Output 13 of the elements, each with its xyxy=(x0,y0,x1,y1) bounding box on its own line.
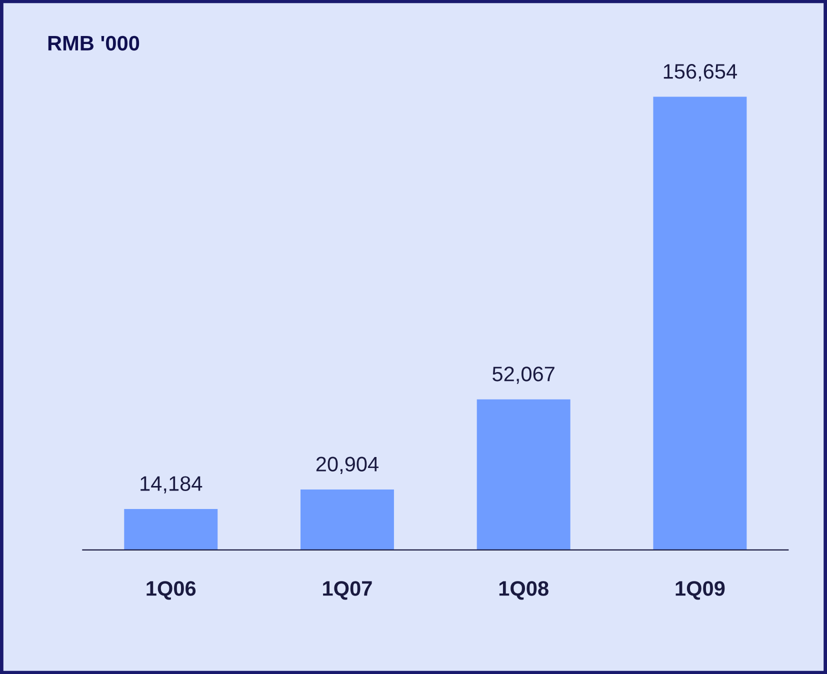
bar xyxy=(300,490,394,550)
data-label: 156,654 xyxy=(664,64,737,82)
chart-title: RMB '000 xyxy=(48,36,140,51)
data-label: 14,184 xyxy=(140,476,202,494)
bar xyxy=(124,508,218,550)
data-label: 20,904 xyxy=(316,456,378,474)
bar xyxy=(476,399,570,550)
data-label: 52,067 xyxy=(492,366,554,384)
x-tick-label: 1Q07 xyxy=(323,581,372,600)
x-tick-label: 1Q08 xyxy=(499,581,548,600)
x-tick-label: 1Q09 xyxy=(676,581,725,600)
x-tick-label: 1Q06 xyxy=(146,581,196,600)
bar xyxy=(653,96,747,550)
